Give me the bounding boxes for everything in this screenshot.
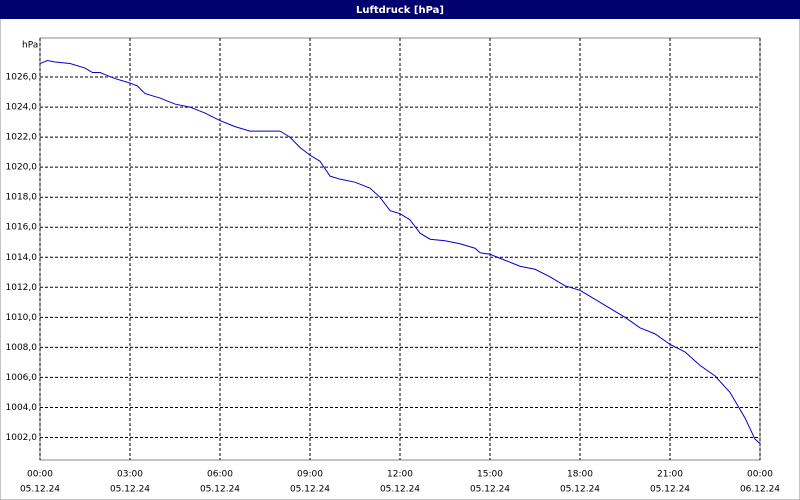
y-tick-label: 1010,0: [6, 313, 38, 323]
y-tick-label: 1018,0: [6, 193, 38, 203]
y-tick-label: 1002,0: [6, 433, 38, 443]
x-tick-date: 05.12.24: [20, 485, 60, 495]
x-tick-label: 18:00: [567, 470, 593, 480]
x-tick-label: 00:00: [27, 470, 53, 480]
y-tick-label: 1006,0: [6, 373, 38, 383]
x-tick-date: 05.12.24: [290, 485, 330, 495]
x-tick-date: 05.12.24: [380, 485, 420, 495]
x-tick-label: 03:00: [117, 470, 143, 480]
y-tick-label: 1016,0: [6, 223, 38, 233]
x-tick-label: 09:00: [297, 470, 323, 480]
x-tick-date: 05.12.24: [470, 485, 510, 495]
y-tick-label: 1014,0: [6, 253, 38, 263]
x-tick-date: 05.12.24: [200, 485, 240, 495]
y-tick-label: 1008,0: [6, 343, 38, 353]
x-tick-date: 06.12.24: [740, 485, 780, 495]
x-tick-date: 05.12.24: [560, 485, 600, 495]
data-line: [39, 60, 761, 444]
x-tick-label: 12:00: [387, 470, 413, 480]
y-tick-label: 1024,0: [6, 103, 38, 113]
chart-title: Luftdruck [hPa]: [356, 5, 444, 16]
y-tick-label: 1022,0: [6, 133, 38, 143]
x-tick-date: 05.12.24: [110, 485, 150, 495]
y-tick-label: 1026,0: [6, 73, 38, 83]
title-bar: [0, 0, 800, 19]
x-tick-label: 00:00: [747, 470, 773, 480]
x-tick-label: 06:00: [207, 470, 233, 480]
y-tick-label: 1020,0: [6, 163, 38, 173]
y-axis-label: hPa: [22, 41, 38, 51]
x-tick-date: 05.12.24: [650, 485, 690, 495]
x-tick-label: 21:00: [657, 470, 683, 480]
y-tick-label: 1004,0: [6, 403, 38, 413]
y-tick-label: 1012,0: [6, 283, 38, 293]
x-tick-label: 15:00: [477, 470, 503, 480]
